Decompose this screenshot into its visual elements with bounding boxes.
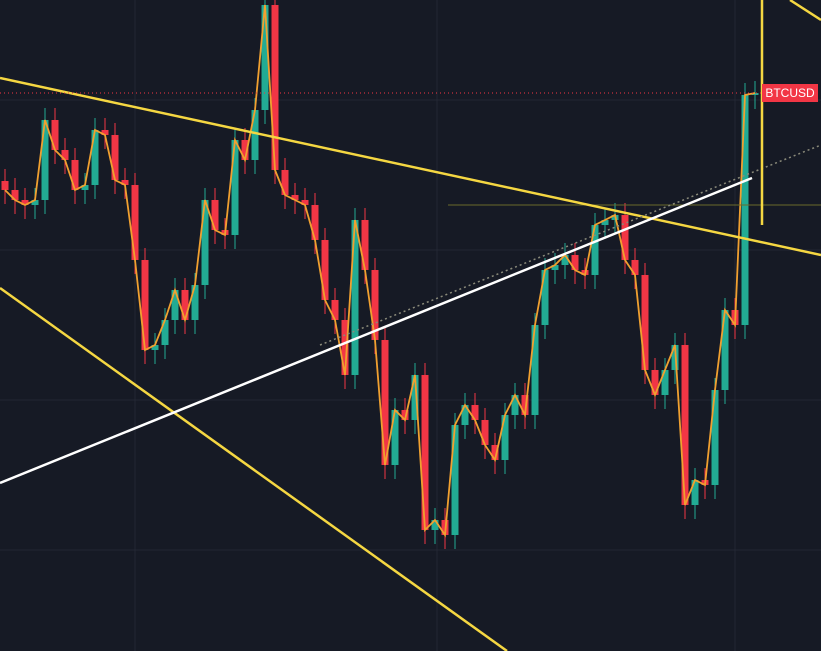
- candle-body: [141, 260, 149, 350]
- candle-body: [21, 200, 29, 205]
- candle-body: [11, 190, 19, 200]
- candle-body: [741, 95, 749, 325]
- candle-body: [121, 180, 129, 185]
- candle-body: [371, 270, 379, 340]
- candle-body: [51, 120, 59, 150]
- candle-body: [551, 265, 559, 270]
- candle-body: [391, 410, 399, 465]
- trend-line: [0, 286, 508, 651]
- candle-body: [521, 395, 529, 415]
- symbol-label: BTCUSD: [765, 86, 815, 100]
- candle-body: [61, 150, 69, 160]
- candle-body: [621, 215, 629, 260]
- candle-body: [601, 220, 609, 225]
- candle-body: [281, 170, 289, 195]
- candle-body: [271, 5, 279, 170]
- candle-body: [301, 200, 309, 205]
- candle-body: [411, 375, 419, 420]
- candle-body: [241, 140, 249, 160]
- candle-body: [631, 260, 639, 275]
- candle-body: [331, 300, 339, 320]
- candle-body: [201, 200, 209, 285]
- candle-body: [211, 200, 219, 230]
- candles: [1, 0, 759, 549]
- candle-body: [1, 181, 9, 190]
- candle-body: [471, 405, 479, 420]
- candle-body: [531, 325, 539, 415]
- candle-body: [691, 480, 699, 505]
- candle-body: [31, 200, 39, 205]
- candle-body: [311, 205, 319, 240]
- candle-body: [541, 270, 549, 325]
- trend-line: [0, 76, 821, 257]
- candle-body: [181, 290, 189, 320]
- candle-body: [91, 130, 99, 185]
- candle-body: [401, 410, 409, 420]
- candle-body: [721, 310, 729, 390]
- candle-body: [361, 220, 369, 270]
- candle-body: [751, 93, 759, 95]
- candle-body: [431, 520, 439, 530]
- candle-body: [571, 255, 579, 270]
- candle-body: [491, 445, 499, 460]
- candle-body: [101, 130, 109, 135]
- candle-body: [71, 160, 79, 190]
- candle-body: [381, 340, 389, 465]
- candle-body: [151, 345, 159, 350]
- candle-body: [641, 275, 649, 370]
- candle-body: [501, 415, 509, 460]
- symbol-badge: [762, 84, 818, 102]
- candle-body: [451, 425, 459, 535]
- candle-body: [171, 290, 179, 320]
- candle-body: [661, 370, 669, 395]
- candle-body: [341, 320, 349, 375]
- candle-body: [481, 420, 489, 445]
- candle-body: [161, 320, 169, 345]
- candle-body: [321, 240, 329, 300]
- candle-body: [681, 345, 689, 505]
- candle-body: [561, 255, 569, 265]
- candle-body: [651, 370, 659, 395]
- candle-body: [131, 185, 139, 260]
- candle-body: [261, 5, 269, 110]
- candle-body: [461, 405, 469, 425]
- candle-body: [511, 395, 519, 415]
- candle-body: [251, 110, 259, 160]
- candle-body: [191, 285, 199, 320]
- candle-body: [81, 185, 89, 190]
- candle-body: [111, 135, 119, 180]
- candle-body: [291, 195, 299, 200]
- close-line: [4, 4, 756, 538]
- candle-body: [711, 390, 719, 485]
- trend-line: [789, 0, 821, 22]
- candle-body: [591, 225, 599, 275]
- candle-body: [41, 120, 49, 200]
- candle-body: [421, 375, 429, 530]
- trend-line: [0, 176, 753, 485]
- candle-body: [351, 220, 359, 375]
- candle-body: [231, 140, 239, 235]
